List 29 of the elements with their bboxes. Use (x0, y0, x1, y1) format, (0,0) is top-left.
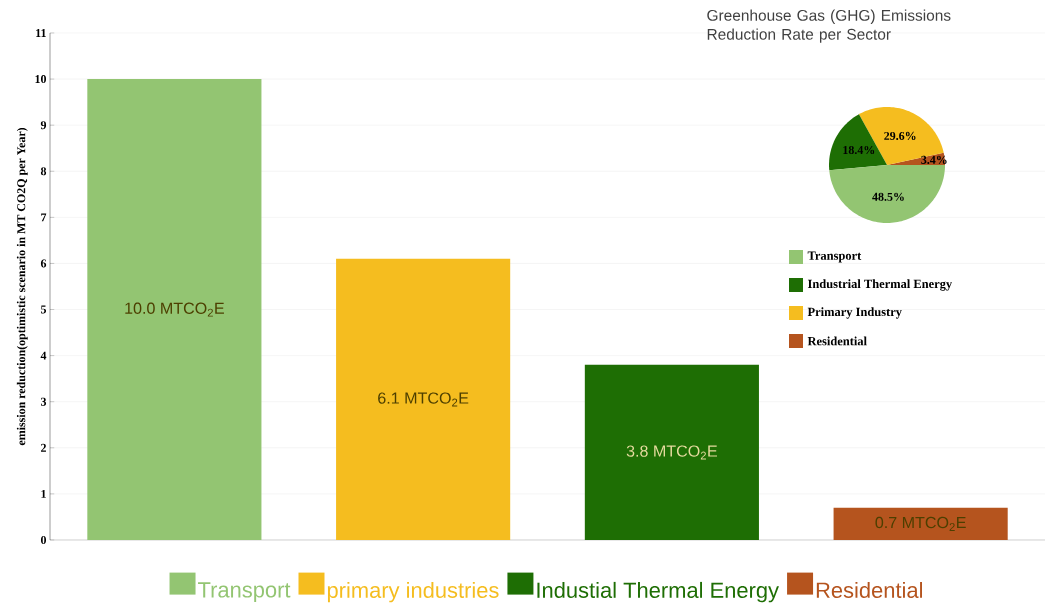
y-tick-label: 3 (40, 397, 47, 406)
y-tick-label: 8 (40, 167, 47, 176)
legend-label: Industial Thermal Energy (537, 581, 779, 603)
y-tick-label: 2 (41, 443, 46, 452)
data-label: 10.0 MTCO$_{2}$E (125, 302, 224, 317)
chart-title: Greenhouse Gas (GHG) Emissions Reduction Rate per Sector (707, 9, 951, 43)
y-tick-label: 7 (41, 213, 47, 222)
y-tick-label: 1 (41, 489, 46, 498)
y-tick-label: 10 (35, 75, 47, 84)
legend-label: Transport (807, 251, 862, 263)
y-tick-label: 4 (40, 351, 47, 360)
data-label: 3.8 MTCO$_{2}$E (626, 445, 718, 460)
data-label: 18.4% (843, 145, 875, 155)
legend-label: Residential (807, 336, 867, 346)
legend-label: primary industries (327, 581, 499, 603)
y-axis-title: emission reduction(optimistic scenario in MT CO2Q per Year) (16, 127, 28, 446)
legend-label: Residential (816, 581, 922, 599)
y-tick-label: 11 (36, 29, 46, 37)
data-label: 0.7 MTCO$_{2}$E (875, 516, 966, 531)
legend-label: Transport (198, 582, 291, 602)
y-tick-label: 6 (40, 259, 47, 268)
y-tick-label: 9 (40, 121, 47, 130)
data-label: 29.6% (884, 131, 916, 140)
y-tick-label: 0 (40, 535, 47, 545)
legend-label: Industrial Thermal Energy (807, 279, 953, 291)
data-label: 6.1 MTCO$_{2}$E (378, 392, 469, 407)
y-tick-label: 5 (41, 305, 47, 314)
legend-label: Primary Industry (807, 307, 902, 319)
data-label: 48.5% (872, 192, 904, 201)
